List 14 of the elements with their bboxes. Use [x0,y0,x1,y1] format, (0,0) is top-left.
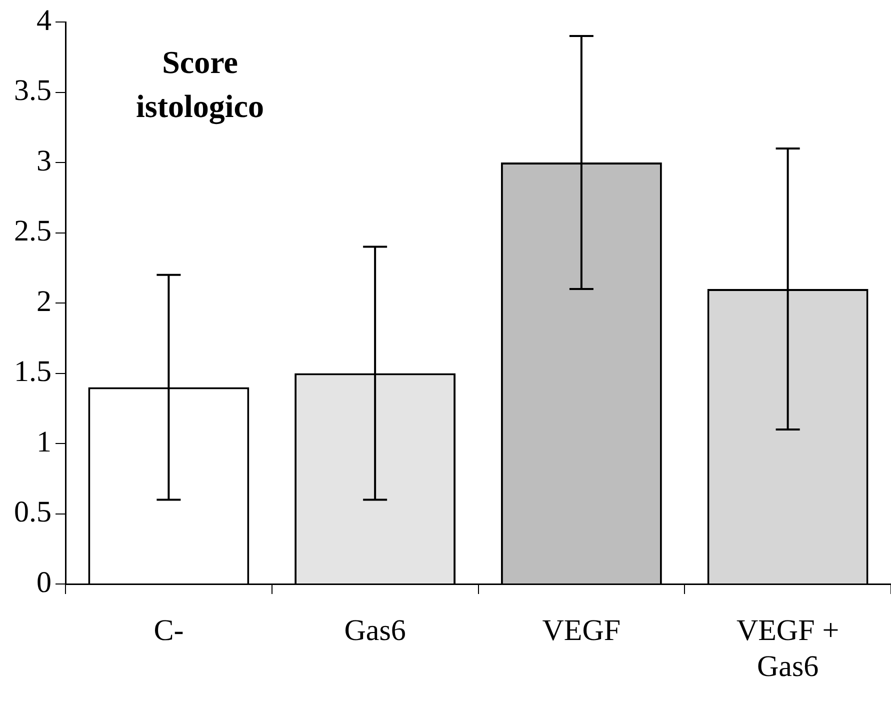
y-tick-label: 4 [36,4,52,37]
y-tick-label: 1.5 [14,355,52,388]
y-tick-label: 0.5 [14,496,52,529]
text: Score istologico [135,43,265,126]
x-tick-label: VEGF [542,614,621,647]
x-tick-label: Gas6 [344,614,406,647]
y-tick-label: 3.5 [14,74,52,108]
y-tick-label: 2 [36,284,52,318]
x-tick-label: C- [154,614,184,647]
y-tick-label: 0 [36,566,52,599]
y-tick-label: 1 [36,425,52,458]
x-tick-label: VEGF + Gas6 [736,614,840,683]
y-tick-label: 2.5 [14,214,52,248]
y-tick-label: 3 [36,144,52,178]
